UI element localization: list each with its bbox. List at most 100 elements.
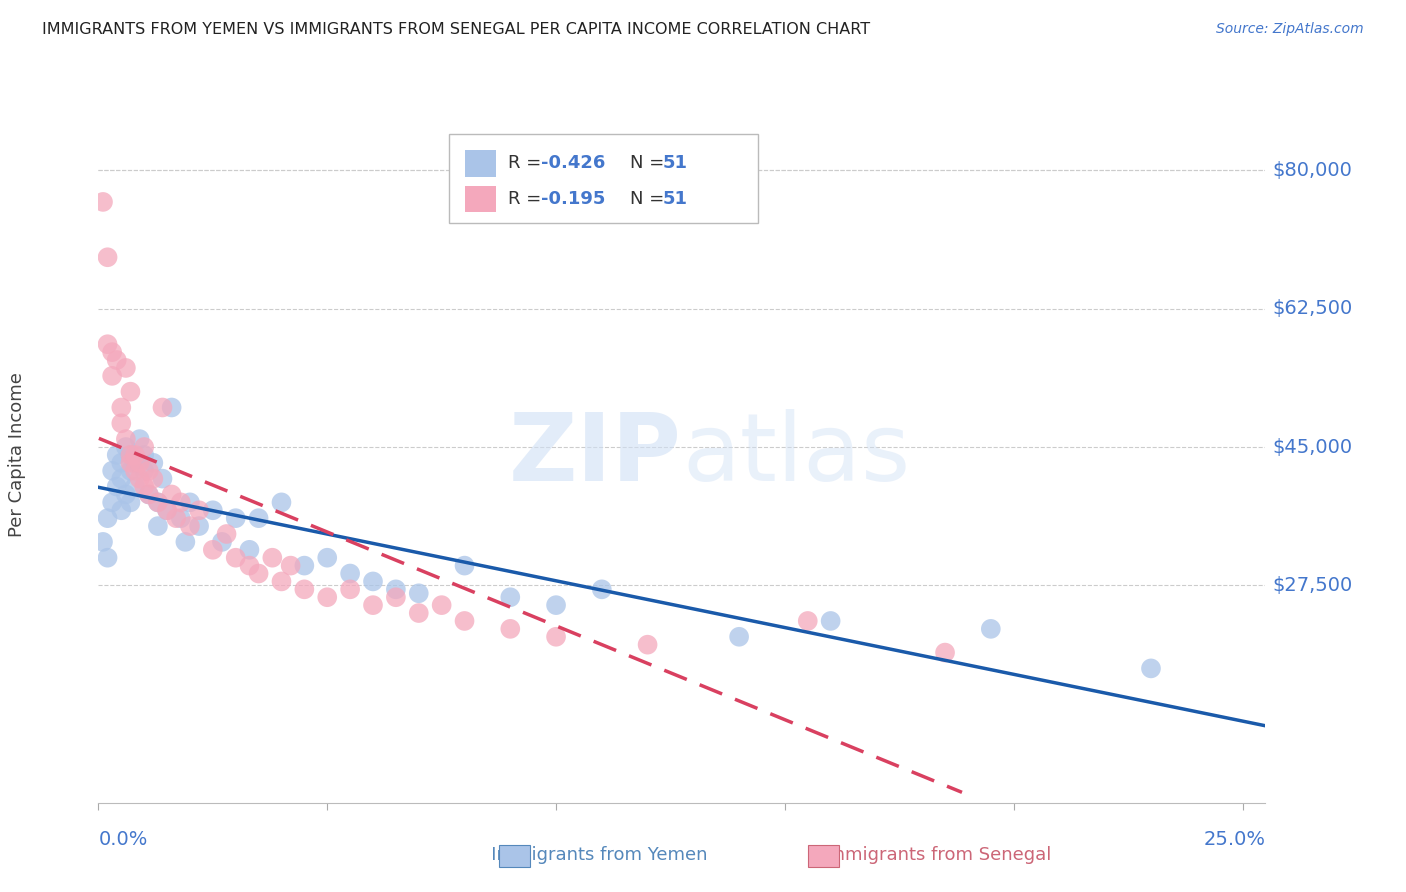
Point [134, 440, 156, 454]
Text: N =: N = [630, 190, 669, 208]
Point [170, 495, 193, 509]
Point [146, 495, 169, 509]
Text: -0.195: -0.195 [541, 190, 606, 208]
Point [105, 479, 128, 493]
Text: Immigrants from Senegal: Immigrants from Senegal [804, 846, 1052, 863]
Point [499, 591, 522, 605]
Point [115, 440, 138, 454]
Point [110, 503, 132, 517]
Point [120, 464, 142, 478]
Point [124, 464, 146, 478]
Point [128, 456, 150, 470]
Point [170, 511, 193, 525]
Point [361, 598, 384, 612]
Point [134, 464, 156, 478]
Point [820, 614, 842, 628]
Text: Source: ZipAtlas.com: Source: ZipAtlas.com [1216, 22, 1364, 37]
Point [160, 401, 183, 415]
Text: 25.0%: 25.0% [1204, 830, 1265, 848]
Point [142, 472, 165, 486]
Point [1140, 661, 1163, 675]
Text: $45,000: $45,000 [1272, 437, 1353, 457]
Point [128, 472, 150, 486]
Point [120, 384, 142, 399]
Point [225, 550, 247, 565]
Point [146, 519, 169, 533]
Point [591, 582, 613, 597]
Point [97, 550, 120, 565]
Text: 51: 51 [662, 190, 688, 208]
Point [544, 598, 567, 612]
Point [134, 448, 156, 462]
Point [247, 566, 270, 581]
Point [156, 503, 179, 517]
Point [238, 542, 260, 557]
Point [91, 535, 114, 549]
Point [152, 472, 174, 486]
Point [110, 456, 132, 470]
Text: ZIP: ZIP [509, 409, 682, 501]
Point [97, 250, 120, 264]
Point [361, 574, 384, 589]
Point [152, 401, 174, 415]
Point [385, 591, 408, 605]
Text: Per Capita Income: Per Capita Income [8, 373, 25, 537]
Point [110, 401, 132, 415]
Point [115, 361, 138, 376]
Point [225, 511, 247, 525]
Point [339, 566, 361, 581]
Point [160, 487, 183, 501]
Point [120, 456, 142, 470]
Point [211, 535, 233, 549]
Point [124, 456, 146, 470]
Point [215, 527, 238, 541]
Point [339, 582, 361, 597]
Point [115, 487, 138, 501]
Point [105, 448, 128, 462]
Point [316, 550, 339, 565]
Point [156, 503, 179, 517]
Point [142, 456, 165, 470]
Point [105, 353, 128, 368]
Point [101, 345, 124, 359]
Point [134, 479, 156, 493]
Point [120, 448, 142, 462]
Point [316, 591, 339, 605]
Point [408, 586, 430, 600]
Text: Immigrants from Yemen: Immigrants from Yemen [474, 846, 707, 863]
Text: R =: R = [508, 154, 547, 172]
Point [188, 519, 211, 533]
Point [980, 622, 1002, 636]
Point [408, 606, 430, 620]
Point [110, 417, 132, 431]
Point [292, 558, 315, 573]
Point [280, 558, 302, 573]
Point [453, 558, 475, 573]
Point [637, 638, 659, 652]
Point [247, 511, 270, 525]
Point [146, 495, 169, 509]
Point [97, 337, 120, 351]
Text: $27,500: $27,500 [1272, 576, 1353, 595]
Point [728, 630, 751, 644]
Point [385, 582, 408, 597]
Point [270, 495, 292, 509]
Point [430, 598, 453, 612]
Point [101, 495, 124, 509]
Point [544, 630, 567, 644]
Text: N =: N = [630, 154, 669, 172]
Point [292, 582, 315, 597]
Point [797, 614, 820, 628]
Text: -0.426: -0.426 [541, 154, 606, 172]
Point [188, 503, 211, 517]
Point [165, 511, 187, 525]
Point [120, 448, 142, 462]
Point [110, 472, 132, 486]
Point [138, 464, 160, 478]
Text: IMMIGRANTS FROM YEMEN VS IMMIGRANTS FROM SENEGAL PER CAPITA INCOME CORRELATION C: IMMIGRANTS FROM YEMEN VS IMMIGRANTS FROM… [42, 22, 870, 37]
Text: atlas: atlas [682, 409, 910, 501]
Point [174, 535, 197, 549]
Point [270, 574, 292, 589]
Text: $62,500: $62,500 [1272, 299, 1353, 318]
Point [179, 495, 201, 509]
